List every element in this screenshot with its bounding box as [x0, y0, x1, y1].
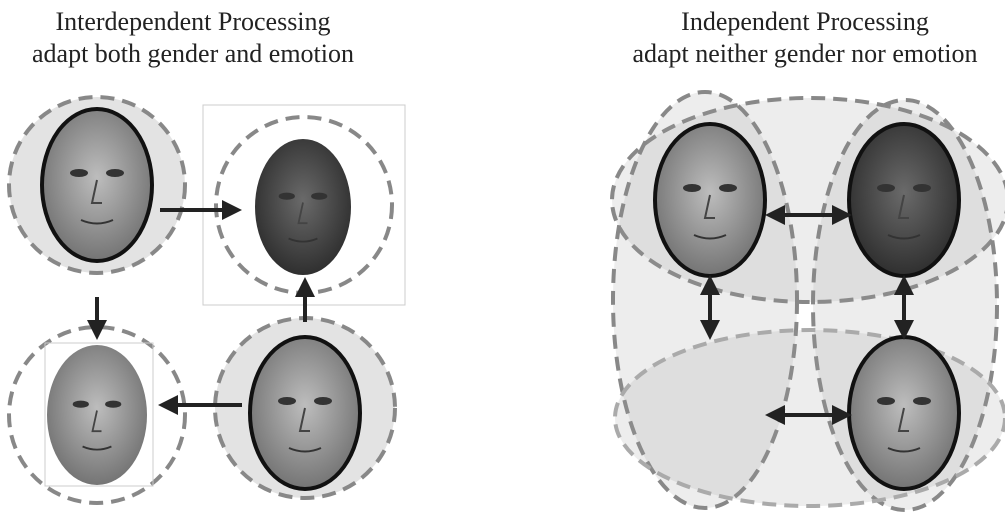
panel-title: Interdependent Processing [55, 7, 330, 36]
right-diagram [612, 92, 1005, 510]
left-diagram [9, 97, 405, 503]
panel-subtitle: adapt neither gender nor emotion [632, 39, 977, 68]
panel-title: Independent Processing [681, 7, 929, 36]
panel-subtitle: adapt both gender and emotion [32, 39, 354, 68]
diagram: Interdependent Processing adapt both gen… [0, 0, 1005, 512]
